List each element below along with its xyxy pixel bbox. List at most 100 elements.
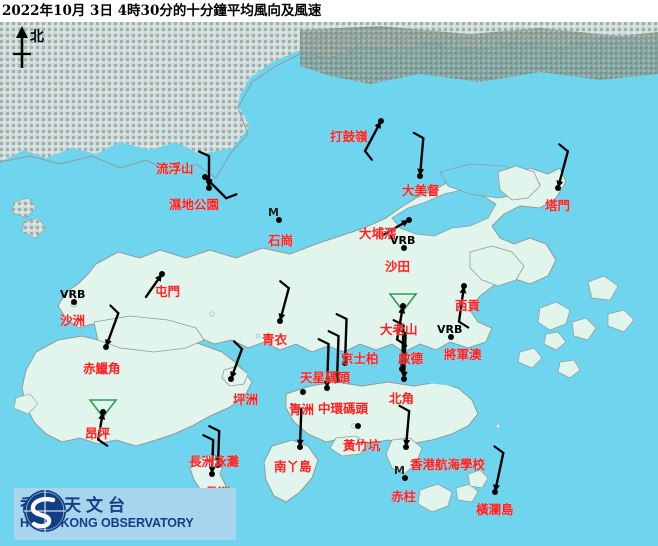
station-label-kings-park: 京士柏 (341, 351, 379, 366)
station-sai-kung[interactable] (457, 283, 470, 329)
wind-barb-feather (97, 438, 109, 447)
wind-barb-arrowhead (401, 220, 409, 227)
station-ngong-ping[interactable] (88, 399, 118, 447)
wind-barb-arrowhead (417, 168, 425, 176)
east-island-a (537, 301, 571, 331)
station-label-tseung-kwan-o: 將軍澳 (444, 347, 482, 362)
station-hk-sea-school[interactable] (398, 404, 411, 450)
hko-logo-icon (24, 490, 66, 532)
wind-barb-feather (197, 150, 211, 158)
station-peng-chau[interactable] (228, 340, 244, 382)
wind-barb-feather (208, 425, 221, 433)
station-wong-chuk-hang[interactable] (355, 423, 361, 429)
wind-barb-feather (279, 280, 290, 290)
wind-barb-arrowhead (98, 412, 106, 420)
east-island-b (571, 317, 597, 341)
station-dot[interactable] (355, 423, 361, 429)
station-cheung-chau-beach[interactable] (208, 425, 222, 468)
station-central-pier[interactable] (317, 338, 331, 391)
station-lamma-island[interactable] (290, 403, 304, 450)
station-triangle-marker (388, 293, 418, 313)
wind-barb-feather (398, 404, 411, 413)
station-tseung-kwan-o[interactable] (448, 334, 454, 340)
wind-barb-feather (412, 131, 425, 140)
nw-islet-b (21, 217, 47, 239)
station-dot[interactable] (300, 389, 306, 395)
station-label-sai-kung: 西貢 (455, 298, 481, 313)
station-label-central-pier: 中環碼頭 (318, 401, 369, 416)
east-island-e (557, 359, 581, 379)
wind-barb-arrowhead (208, 466, 216, 474)
wind-barb-feather (202, 434, 215, 442)
wind-barb-feather (335, 313, 348, 321)
station-label-lamma-island: 南丫島 (274, 459, 312, 474)
station-dot[interactable] (276, 217, 282, 223)
station-tai-mei-tuk[interactable] (412, 131, 425, 179)
east-island-d (517, 347, 543, 369)
station-label-tsing-yi: 青衣 (262, 332, 288, 347)
station-wetland-park[interactable] (197, 150, 213, 191)
wind-barb-arrowhead (296, 439, 304, 447)
wind-barb-feather (558, 143, 569, 153)
station-sha-chau[interactable] (71, 299, 77, 305)
north-arrow: 北 (4, 24, 60, 72)
station-label-tuen-mun: 屯門 (155, 284, 181, 299)
hong-kong-island (285, 381, 479, 445)
station-shek-kong[interactable] (276, 217, 282, 223)
station-tap-mun[interactable] (555, 143, 570, 191)
waglan-islet (467, 469, 489, 489)
tolo-inner (426, 194, 484, 220)
station-cheung-chau[interactable] (202, 434, 216, 477)
station-label-cheung-chau-beach: 長洲泳灘 (189, 454, 240, 469)
station-dot[interactable] (448, 334, 454, 340)
station-sha-tin[interactable] (401, 245, 407, 251)
station-waglan-island[interactable] (492, 445, 505, 495)
wind-barb-arrowhead (374, 121, 381, 129)
wind-barb-arrowhead (398, 306, 406, 314)
station-label-tai-po-kau: 大埔滘 (359, 226, 397, 241)
basemap-svg (0, 22, 658, 546)
station-label-tap-mun: 塔門 (545, 198, 571, 213)
station-dot[interactable] (402, 475, 408, 481)
station-tuen-mun[interactable] (144, 271, 165, 299)
map-canvas[interactable]: 北 打鼓嶺 流浮山 濕地公園 大美督 塔門 石崗 M 大埔滘 沙田 VRB 屯門 沙洲 VRB 赤鱲角 青衣… (0, 22, 658, 546)
station-label-tates-cairn: 大老山 (380, 322, 418, 337)
station-stanley[interactable] (402, 475, 408, 481)
wind-barb-feather (392, 319, 405, 327)
north-arrow-icon (13, 26, 31, 68)
station-north-point[interactable] (394, 327, 408, 382)
station-label-sha-chau: 沙洲 (60, 313, 86, 328)
station-dot[interactable] (401, 245, 407, 251)
station-label-peng-chau: 坪洲 (233, 392, 259, 407)
wind-barb-feather (225, 193, 238, 200)
station-tsing-yi[interactable] (277, 280, 290, 324)
wind-barb-feather (394, 327, 407, 335)
southeast-islet (455, 483, 479, 503)
wind-barb-arrowhead (155, 274, 162, 282)
wind-barb-shaft (325, 342, 330, 390)
tap-mun-island (497, 165, 541, 201)
islet-2 (255, 333, 261, 339)
wind-barb-arrowhead (341, 355, 349, 363)
islet-4 (495, 423, 501, 429)
wind-barb-arrowhead (493, 484, 500, 492)
wind-barb-feather (290, 403, 303, 411)
station-ta-kwu-ling[interactable] (363, 118, 384, 161)
station-label-chek-lap-kok: 赤鱲角 (83, 361, 121, 376)
station-green-island[interactable] (300, 389, 306, 395)
vrb-marker-tseung-kwan-o: VRB (437, 323, 463, 336)
station-star-ferry[interactable] (327, 330, 341, 383)
stanley-peninsula (385, 437, 423, 475)
sw-islet (13, 393, 39, 415)
wind-barb-shaft (335, 334, 340, 382)
wind-barb-arrowhead (400, 371, 408, 379)
station-dot[interactable] (71, 299, 77, 305)
station-tai-po-kau[interactable] (381, 217, 412, 237)
station-chek-lap-kok[interactable] (103, 304, 120, 350)
station-label-sha-tin: 沙田 (385, 259, 411, 274)
m-marker-stanley: M (394, 464, 405, 477)
mainland-coast (0, 41, 658, 179)
station-label-shek-kong: 石崗 (268, 233, 294, 248)
station-kings-park[interactable] (335, 313, 349, 366)
